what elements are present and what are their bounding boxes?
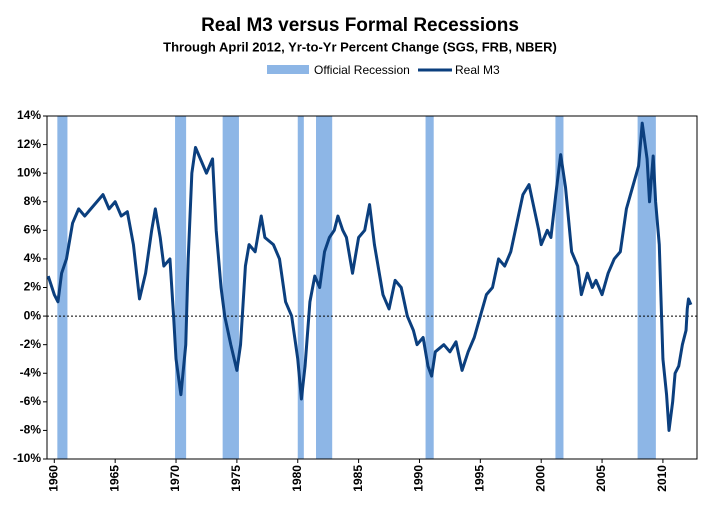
y-tick-label: -8% xyxy=(20,423,42,437)
y-tick-label: 8% xyxy=(24,194,42,208)
y-tick-label: 0% xyxy=(24,308,42,322)
x-tick-label: 2005 xyxy=(594,465,608,492)
y-tick-label: 12% xyxy=(17,137,41,151)
recession-band xyxy=(316,116,333,459)
recession-band xyxy=(175,116,187,459)
legend-label: Real M3 xyxy=(455,63,500,77)
x-tick-label: 2010 xyxy=(655,465,669,492)
x-tick-label: 1980 xyxy=(290,465,304,492)
x-tick-label: 1960 xyxy=(46,465,60,492)
y-tick-label: 14% xyxy=(17,108,41,122)
y-tick-label: 4% xyxy=(24,251,42,265)
recession-band xyxy=(555,116,564,459)
x-tick-label: 1975 xyxy=(229,465,243,492)
y-tick-label: -4% xyxy=(20,365,42,379)
x-tick-label: 1990 xyxy=(412,465,426,492)
x-tick-label: 2000 xyxy=(533,465,547,492)
recession-band xyxy=(297,116,304,459)
x-tick-label: 1970 xyxy=(168,465,182,492)
x-tick-label: 1995 xyxy=(473,465,487,492)
recession-band xyxy=(637,116,656,459)
recession-band xyxy=(425,116,434,459)
recession-band xyxy=(222,116,239,459)
series-line xyxy=(46,121,693,432)
y-tick-label: 2% xyxy=(24,280,42,294)
legend-swatch xyxy=(267,65,309,74)
y-tick-label: -6% xyxy=(20,394,42,408)
y-tick-label: -2% xyxy=(20,337,42,351)
chart-subtitle: Through April 2012, Yr-to-Yr Percent Cha… xyxy=(163,39,557,54)
recession-band xyxy=(57,116,68,459)
y-tick-label: -10% xyxy=(13,451,41,465)
chart-title: Real M3 versus Formal Recessions xyxy=(201,15,519,36)
y-tick-label: 6% xyxy=(24,223,42,237)
legend-label: Official Recession xyxy=(314,63,410,77)
x-tick-label: 1985 xyxy=(351,465,365,492)
x-tick-label: 1965 xyxy=(107,465,121,492)
y-tick-label: 10% xyxy=(17,165,41,179)
